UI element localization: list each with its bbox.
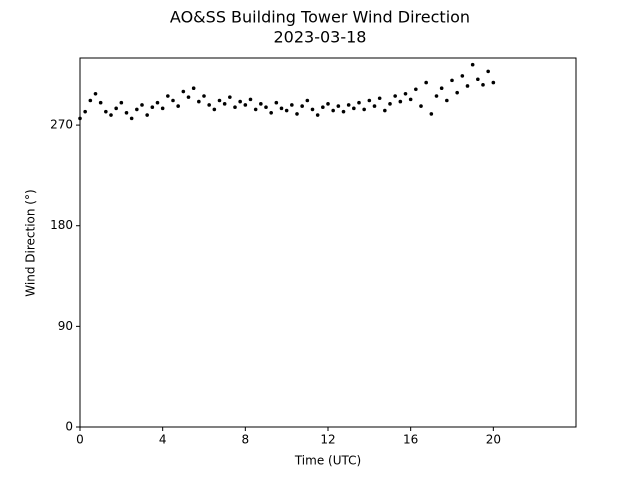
data-point	[300, 104, 304, 108]
data-point	[434, 94, 439, 98]
data-point	[197, 99, 201, 104]
x-tick-label: 20	[486, 433, 501, 447]
data-point	[486, 69, 490, 74]
data-point	[419, 104, 423, 108]
data-point	[104, 109, 108, 114]
data-point	[207, 103, 211, 107]
data-point	[331, 108, 335, 113]
data-point	[367, 98, 372, 103]
data-point	[284, 108, 289, 113]
data-point	[424, 80, 428, 85]
data-point	[450, 78, 454, 83]
data-point	[476, 77, 480, 82]
data-point	[362, 107, 366, 112]
x-tick-label: 4	[159, 433, 167, 447]
data-point	[269, 110, 273, 115]
data-point	[135, 107, 139, 112]
chart-subtitle: 2023-03-18	[274, 28, 367, 47]
data-point	[408, 97, 413, 102]
data-point	[274, 100, 279, 105]
data-point	[129, 116, 134, 121]
data-point	[233, 105, 237, 109]
data-point	[398, 99, 403, 104]
data-point	[124, 110, 129, 115]
data-point	[326, 102, 330, 106]
data-point	[460, 74, 465, 78]
data-point	[321, 105, 325, 109]
data-point	[176, 104, 180, 108]
data-point	[145, 113, 149, 117]
data-point	[98, 100, 103, 105]
data-point	[372, 104, 377, 108]
data-point	[445, 98, 449, 103]
data-point	[259, 102, 263, 106]
data-point	[336, 104, 341, 108]
data-point	[109, 113, 113, 117]
data-point	[119, 100, 124, 105]
data-point	[305, 98, 310, 103]
data-point	[88, 98, 93, 103]
x-tick-label: 0	[76, 433, 84, 447]
data-point	[341, 109, 346, 114]
data-point	[171, 98, 175, 103]
y-tick-label: 90	[58, 319, 73, 333]
data-point	[491, 80, 496, 85]
x-tick-label: 12	[320, 433, 335, 447]
chart-title: AO&SS Building Tower Wind Direction	[170, 8, 470, 27]
data-point	[78, 116, 82, 121]
x-tick-label: 8	[242, 433, 250, 447]
data-point	[455, 90, 459, 95]
data-point	[93, 91, 98, 96]
data-point	[465, 84, 470, 88]
data-point	[186, 95, 191, 99]
data-point	[264, 105, 268, 109]
data-point	[248, 97, 253, 102]
data-point	[357, 100, 361, 105]
data-point	[383, 108, 387, 113]
data-point	[150, 105, 155, 109]
data-point	[212, 107, 217, 112]
x-axis-label: Time (UTC)	[294, 454, 361, 468]
data-point	[295, 112, 299, 116]
data-point	[166, 94, 170, 98]
data-point	[403, 91, 408, 96]
data-point	[439, 86, 444, 90]
data-point	[315, 113, 320, 117]
data-point	[388, 102, 392, 106]
data-point	[228, 95, 232, 99]
data-point	[155, 100, 160, 105]
y-axis-label: Wind Direction (°)	[24, 189, 38, 296]
data-point	[140, 103, 144, 107]
data-point	[238, 99, 242, 104]
data-point	[191, 86, 196, 90]
data-point	[377, 96, 382, 101]
data-point	[253, 107, 258, 112]
data-point	[352, 106, 356, 111]
data-point	[217, 98, 222, 103]
data-point	[346, 103, 351, 107]
y-tick-label: 0	[65, 420, 73, 434]
x-tick-label: 16	[403, 433, 418, 447]
data-point	[290, 103, 294, 107]
data-point	[414, 87, 418, 92]
data-point	[83, 109, 87, 114]
data-point	[114, 106, 118, 111]
data-point	[202, 94, 206, 98]
data-point	[429, 112, 434, 116]
y-tick-label: 270	[50, 118, 73, 132]
y-tick-label: 180	[50, 218, 73, 232]
data-point	[181, 89, 186, 94]
data-point	[222, 102, 227, 106]
data-point	[481, 83, 485, 87]
data-point	[310, 107, 315, 112]
data-point	[393, 94, 397, 98]
data-point	[279, 106, 284, 111]
data-point	[470, 62, 475, 67]
data-point	[160, 106, 165, 111]
data-point	[243, 103, 248, 107]
